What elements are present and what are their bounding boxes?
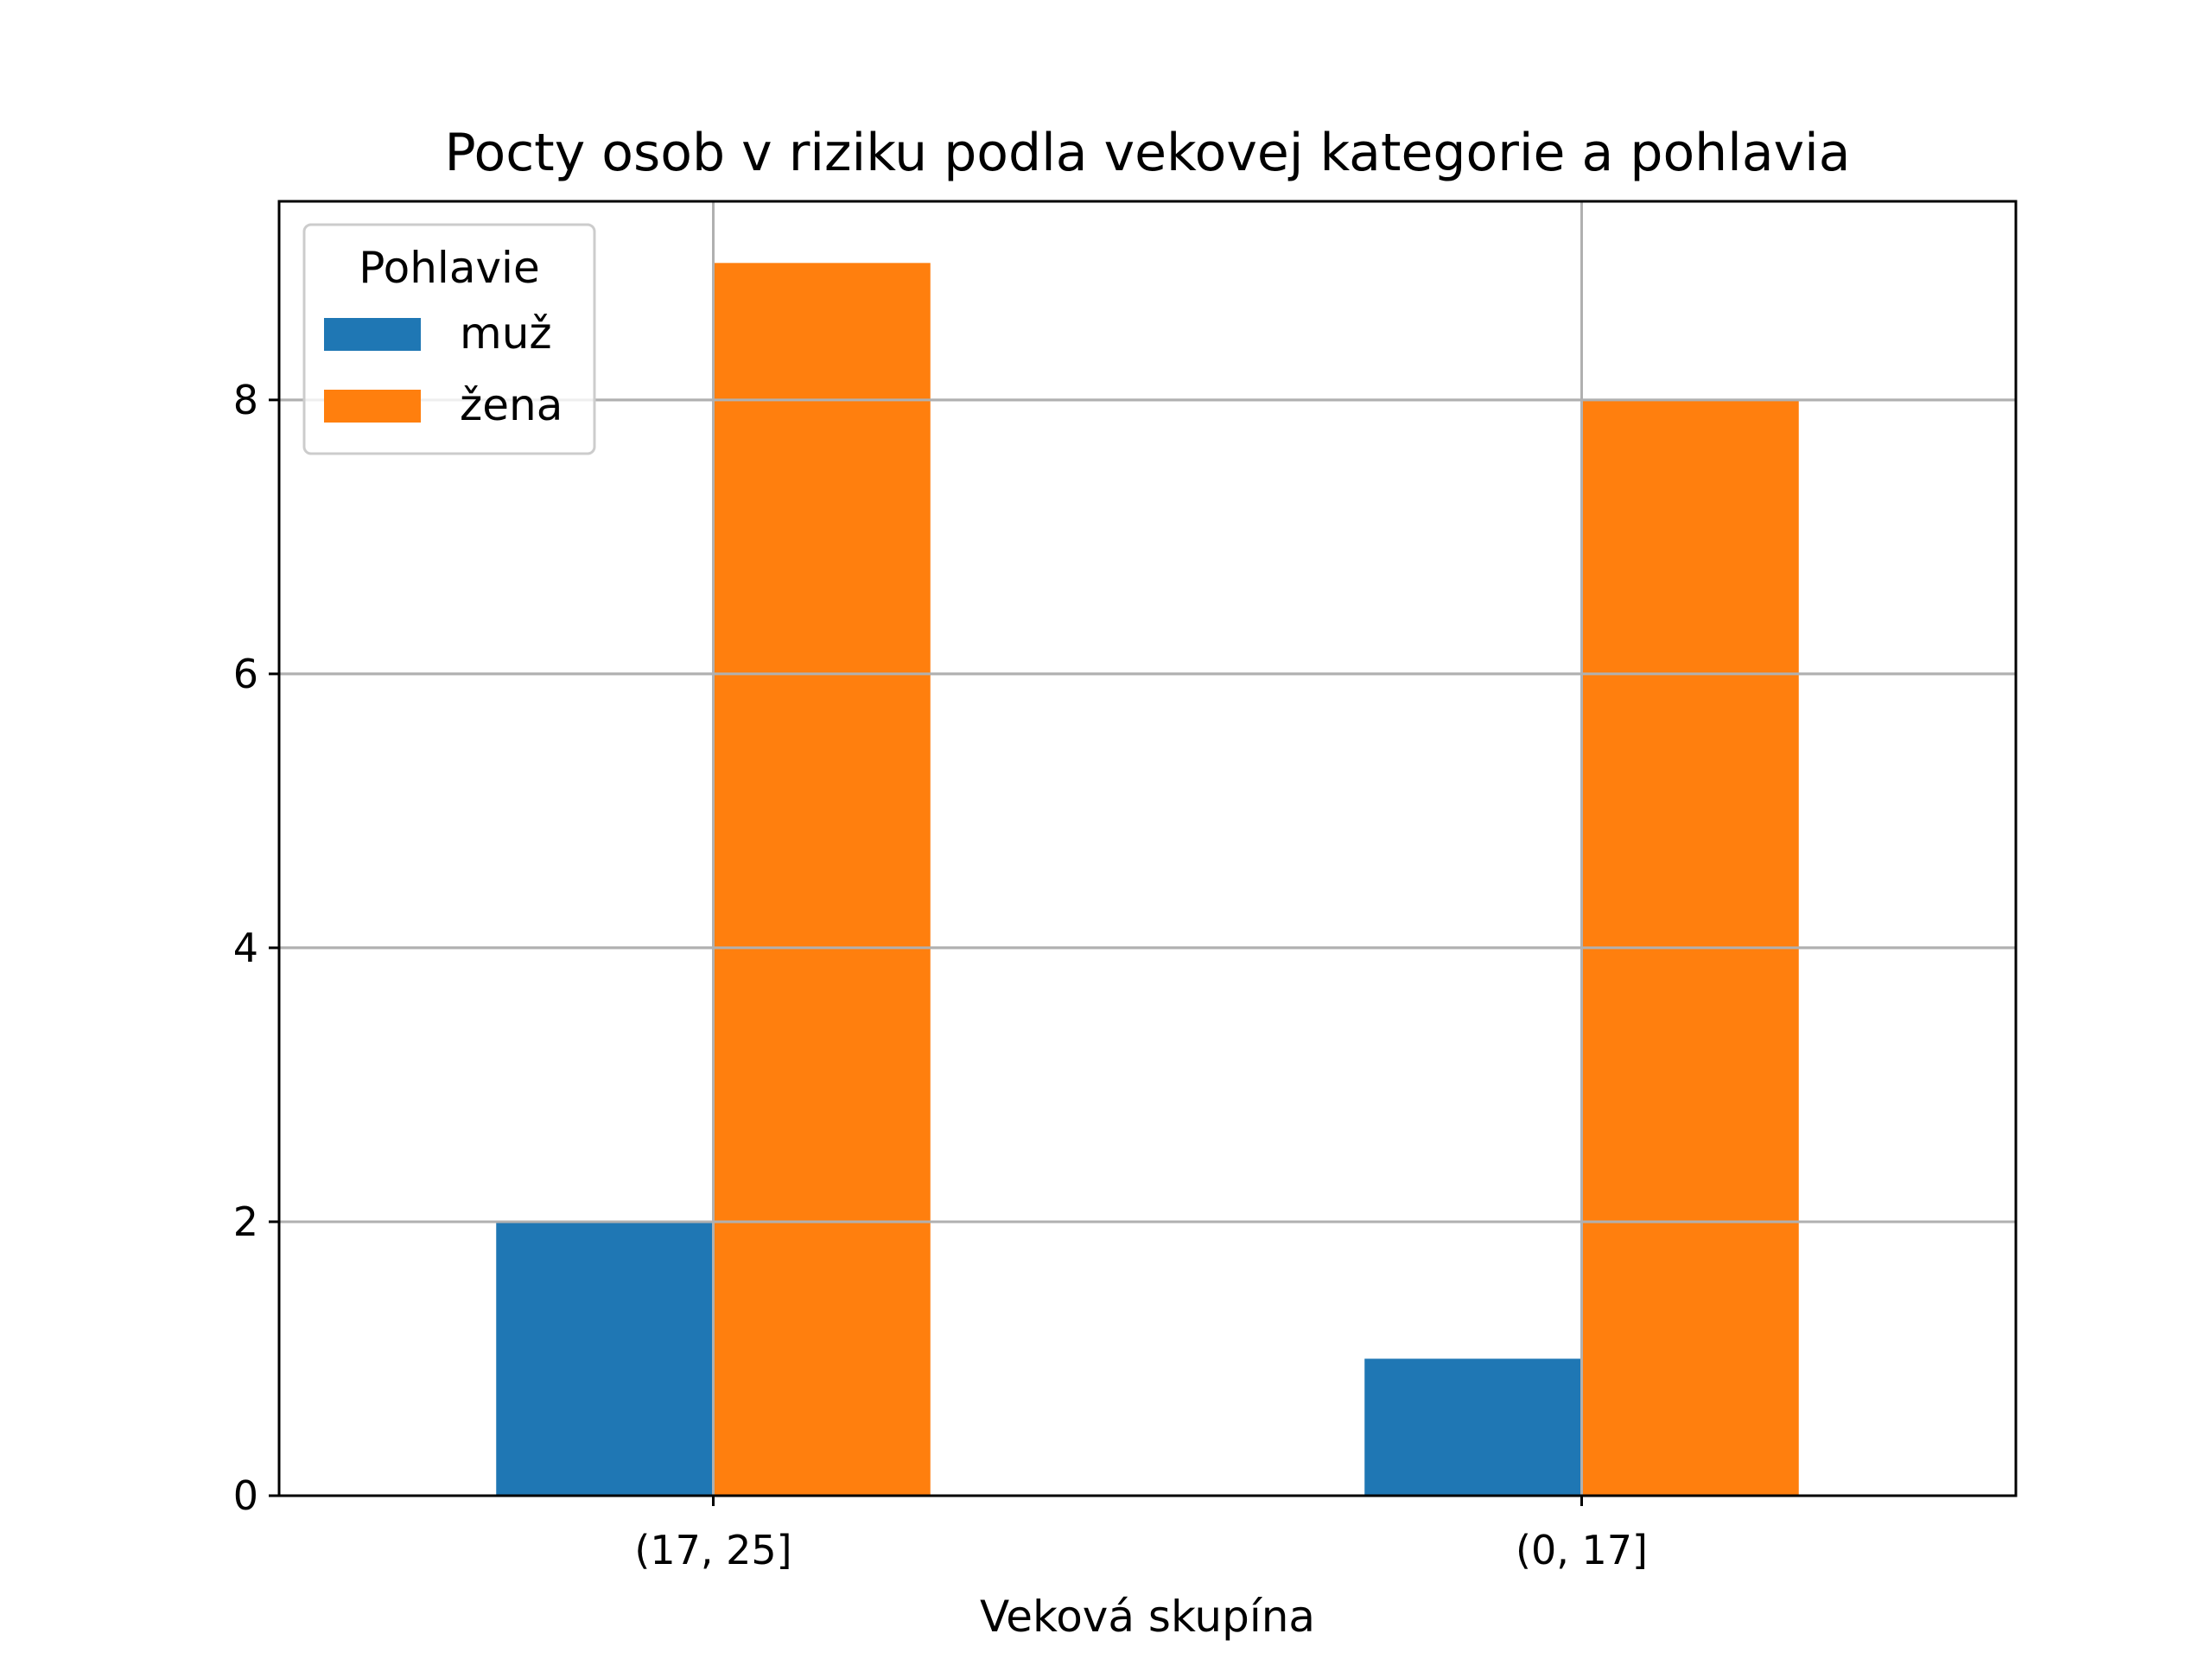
legend-swatch xyxy=(324,390,421,423)
y-tick-label: 6 xyxy=(233,651,258,697)
y-tick-label: 8 xyxy=(233,377,258,423)
legend-label: muž xyxy=(460,308,552,359)
axes xyxy=(277,200,2018,1497)
bar xyxy=(1364,1358,1582,1496)
y-tick-label: 4 xyxy=(233,925,258,971)
x-tick-label: (17, 25] xyxy=(634,1527,791,1573)
x-axis-label: Veková skupína xyxy=(980,1592,1315,1642)
ticks: 0 2 4 6 8 (17, 25] (0, 17] xyxy=(233,377,1648,1573)
x-tick-label: (0, 17] xyxy=(1516,1527,1648,1573)
legend-swatch xyxy=(324,318,421,351)
axes-frame xyxy=(277,200,2018,1497)
y-tick-label: 0 xyxy=(233,1472,258,1519)
legend: Pohlavie muž žena xyxy=(302,223,596,455)
bar xyxy=(713,263,931,1496)
legend-label: žena xyxy=(460,380,563,430)
bar xyxy=(496,1221,714,1496)
chart-title: Pocty osob v riziku podla vekovej katego… xyxy=(444,123,1850,183)
y-tick-label: 2 xyxy=(233,1198,258,1245)
legend-title: Pohlavie xyxy=(359,243,539,293)
